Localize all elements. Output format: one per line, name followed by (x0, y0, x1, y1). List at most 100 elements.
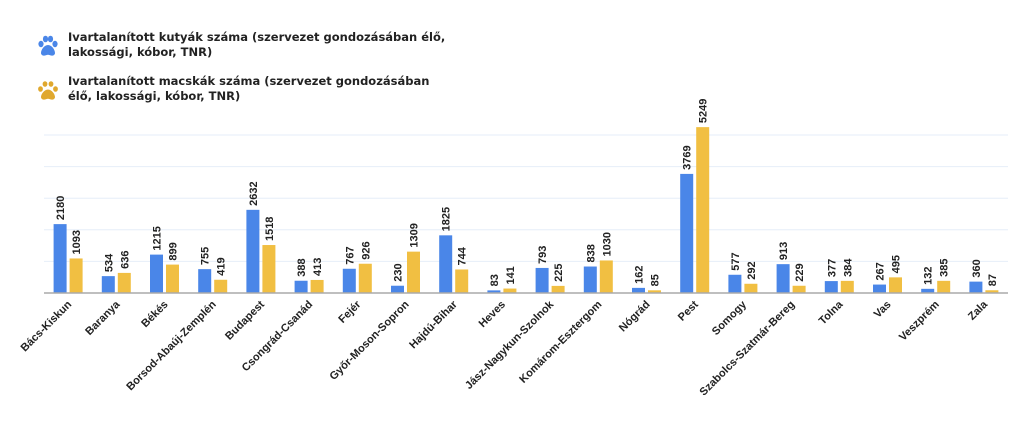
bar-cats (262, 245, 276, 293)
bar-cats (551, 285, 565, 293)
cat-paw-icon (38, 81, 58, 100)
data-label: 1309 (409, 223, 421, 247)
bar-dogs (53, 224, 67, 293)
legend-item-cats: Ivartalanított macskák száma (szervezet … (36, 74, 448, 104)
bar-dogs (198, 269, 212, 293)
data-label: 838 (585, 244, 597, 262)
category-label: Heves (477, 299, 508, 330)
bar-cats (358, 263, 372, 293)
category-label: Nógrád (617, 299, 653, 335)
category-label: Békés (139, 299, 170, 330)
data-label: 3769 (682, 145, 694, 169)
bar-dogs (632, 287, 645, 293)
data-label: 141 (505, 266, 517, 284)
legend-label-cats: Ivartalanított macskák száma (szervezet … (68, 74, 430, 103)
category-label: Komárom-Esztergom (517, 298, 604, 385)
bar-cats (648, 290, 661, 293)
data-label: 385 (939, 258, 951, 276)
data-label: 162 (634, 266, 646, 284)
legend-label-dogs: Ivartalanított kutyák száma (szervezet g… (68, 30, 446, 59)
data-label: 87 (987, 274, 999, 286)
data-label: 1093 (71, 230, 83, 254)
data-label: 767 (344, 246, 356, 264)
legend: Ivartalanított kutyák száma (szervezet g… (36, 30, 448, 118)
bar-dogs (150, 254, 163, 293)
data-label: 926 (360, 241, 372, 259)
bar-cats (744, 283, 758, 293)
category-label: Tolna (817, 298, 846, 327)
category-label: Budapest (223, 298, 267, 342)
data-label: 534 (103, 253, 115, 272)
data-label: 636 (119, 251, 131, 269)
data-label: 1518 (264, 217, 276, 241)
bar-dogs (776, 264, 790, 293)
bar-cats (889, 277, 902, 293)
data-label: 230 (393, 263, 405, 281)
category-label: Borsod-Abaúj-Zemplén (124, 298, 219, 393)
data-label: 85 (650, 274, 662, 286)
bar-dogs (535, 267, 549, 293)
category-label: Vas (872, 299, 894, 321)
bar-cats (985, 290, 999, 293)
legend-item-dogs: Ivartalanított kutyák száma (szervezet g… (36, 30, 448, 60)
bar-cats (407, 251, 420, 293)
data-label: 419 (216, 257, 228, 275)
bar-dogs (294, 280, 308, 293)
bar-dogs (487, 290, 501, 293)
category-label: Veszprém (897, 298, 942, 343)
category-label: Zala (966, 298, 991, 323)
data-label: 744 (457, 246, 469, 265)
bar-dogs (101, 276, 115, 293)
category-label: Szabolcs-Szatmár-Bereg (698, 299, 798, 399)
data-label: 413 (312, 258, 324, 276)
bar-cats (310, 279, 324, 293)
bar-cats (937, 280, 951, 293)
bar-dogs (873, 284, 886, 293)
bar-cats (696, 127, 710, 294)
data-label: 360 (971, 259, 983, 277)
data-label: 793 (537, 246, 549, 264)
data-label: 5249 (698, 99, 710, 123)
category-label: Győr-Moson-Sopron (328, 298, 412, 382)
category-label: Hajdú-Bihar (407, 298, 460, 351)
data-label: 2180 (55, 196, 67, 220)
data-label: 1215 (152, 226, 164, 250)
bar-dogs (391, 285, 404, 293)
bar-dogs (728, 274, 742, 293)
bar-cats (166, 264, 179, 293)
bar-cats (840, 280, 854, 293)
bar-dogs (583, 266, 597, 293)
data-label: 132 (923, 266, 935, 284)
bar-dogs (680, 173, 694, 293)
data-label: 377 (826, 259, 838, 277)
data-label: 225 (553, 264, 565, 282)
data-label: 755 (200, 247, 212, 265)
data-label: 495 (891, 255, 903, 273)
category-label: Baranya (83, 298, 123, 338)
category-label: Pest (676, 298, 701, 323)
data-label: 83 (489, 274, 501, 286)
data-label: 388 (296, 258, 308, 276)
category-label: Fejér (336, 298, 364, 326)
data-label: 2632 (248, 181, 260, 205)
bar-dogs (921, 288, 935, 293)
bar-cats (599, 260, 613, 293)
bar-cats (792, 285, 806, 293)
data-label: 899 (168, 242, 180, 260)
category-label: Bács-Kiskun (19, 298, 75, 354)
data-label: 292 (746, 261, 758, 279)
bar-cats (117, 272, 131, 293)
bar-dogs (246, 209, 260, 293)
data-label: 577 (730, 252, 742, 270)
bar-dogs (969, 281, 983, 293)
category-label: Jász-Nagykun-Szolnok (463, 298, 557, 392)
data-label: 913 (778, 242, 790, 260)
data-label: 267 (875, 262, 887, 280)
data-label: 384 (842, 258, 854, 277)
bar-cats (503, 288, 517, 293)
bar-cats (455, 269, 469, 293)
bar-cats (214, 279, 228, 293)
bar-dogs (342, 268, 356, 293)
data-label: 229 (794, 263, 806, 281)
